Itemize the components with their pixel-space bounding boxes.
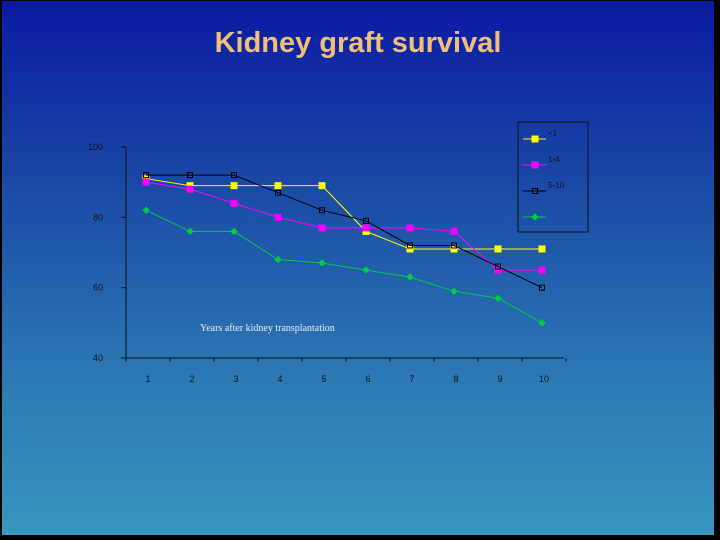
series-line: [145, 181, 542, 271]
y-tick-label: 80: [93, 212, 103, 222]
data-point: [275, 189, 281, 196]
data-point: [494, 245, 502, 253]
data-point: [230, 182, 238, 190]
legend-label: 1-4: [548, 155, 560, 164]
x-tick-label: 1: [145, 374, 150, 384]
axes: [121, 146, 567, 362]
y-tick-label: 100: [88, 142, 103, 152]
data-point: [142, 206, 150, 215]
legend-item: 5-10: [523, 181, 565, 194]
data-point: [362, 224, 370, 232]
series-line: [146, 174, 543, 289]
data-point: [318, 182, 326, 190]
legend-label: <1: [548, 129, 558, 138]
slide: Kidney graft survival 40 60 80 100 1 2 3 4 5 6 7 8 9…: [2, 1, 714, 535]
x-tick-label: 8: [453, 374, 458, 384]
data-point: [539, 284, 545, 291]
legend-marker: [531, 135, 539, 143]
x-tick-label: 9: [497, 374, 502, 384]
data-point: [362, 266, 370, 274]
data-point: [538, 245, 546, 253]
series-line: [145, 209, 543, 324]
legend-box: [517, 121, 589, 233]
data-point: [143, 172, 149, 179]
legend-item: 1-4: [523, 155, 560, 169]
data-point: [230, 199, 238, 207]
legend: <1 1-4 5-10: [517, 121, 589, 233]
data-point: [274, 182, 282, 190]
data-point: [363, 217, 369, 224]
legend-item: <1: [523, 129, 558, 143]
x-tick-label: 7: [409, 374, 414, 384]
data-point: [406, 273, 414, 281]
data-point: [538, 266, 546, 274]
series-lines: [142, 172, 546, 327]
series-1: [142, 175, 546, 253]
legend-item: [523, 213, 546, 221]
data-point: [451, 242, 457, 249]
data-point: [187, 172, 193, 179]
x-tick-label: 3: [233, 374, 238, 384]
data-point: [318, 259, 326, 267]
series-3: [143, 172, 545, 291]
data-point: [142, 178, 150, 186]
y-tick-label: 60: [93, 283, 103, 293]
series-line: [145, 178, 542, 250]
data-point: [319, 207, 325, 214]
data-point: [186, 185, 194, 193]
x-tick-label: 6: [365, 374, 370, 384]
data-point: [450, 227, 458, 235]
y-tick-label: 40: [93, 353, 103, 363]
data-point: [407, 242, 413, 249]
chart-annotation: Years after kidney transplantation: [200, 323, 335, 334]
data-point: [495, 263, 501, 270]
x-tick-label: 4: [277, 374, 282, 384]
data-point: [538, 319, 546, 327]
data-point: [186, 227, 194, 236]
x-tick-label: 5: [321, 374, 326, 384]
survival-line-chart: 40 60 80 100 1 2 3 4 5 6 7 8 9 10 <1 1-4 5-10 Years aft…: [88, 121, 589, 384]
legend-marker: [531, 213, 539, 221]
data-point: [230, 227, 238, 236]
legend-label: 5-10: [548, 181, 565, 190]
x-tick-label: 10: [539, 374, 549, 384]
series-4: [142, 206, 546, 327]
data-point: [318, 224, 326, 232]
data-point: [450, 287, 458, 295]
legend-marker: [532, 188, 538, 194]
series-2: [142, 178, 546, 274]
data-point: [494, 294, 502, 302]
data-point: [274, 255, 282, 264]
slide-title: Kidney graft survival: [214, 27, 502, 59]
data-point: [406, 224, 414, 232]
x-tick-label: 2: [189, 374, 194, 384]
legend-marker: [531, 161, 539, 169]
data-point: [274, 213, 282, 221]
tick-labels: 40 60 80 100 1 2 3 4 5 6 7 8 9 10: [88, 142, 549, 384]
data-point: [406, 245, 414, 253]
data-point: [231, 172, 237, 179]
